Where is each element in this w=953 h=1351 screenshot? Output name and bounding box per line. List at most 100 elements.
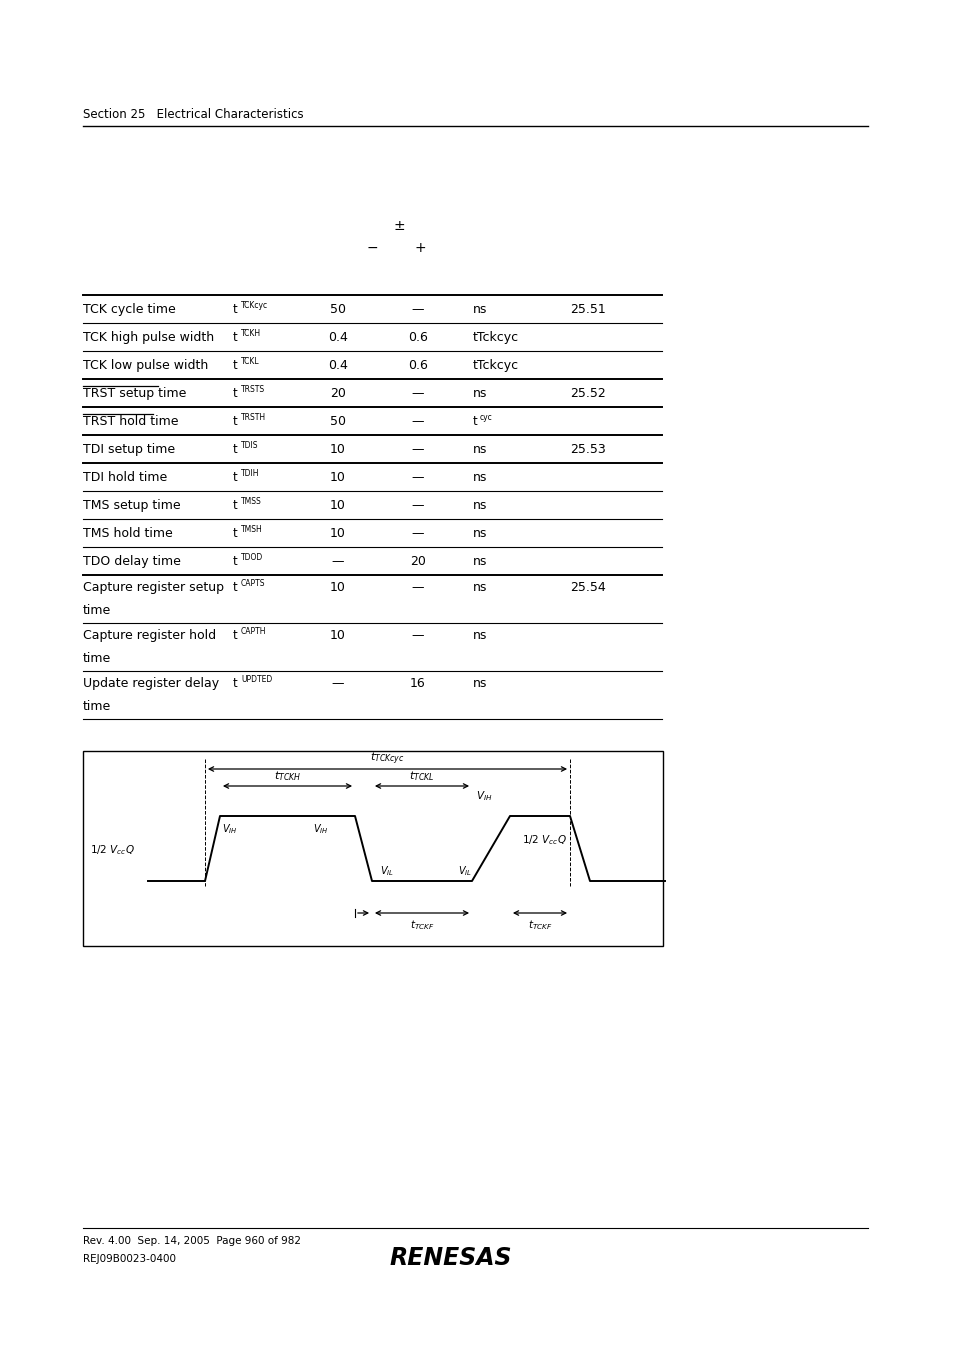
Text: TCK low pulse width: TCK low pulse width [83, 359, 208, 372]
Text: 50: 50 [330, 303, 346, 316]
Text: time: time [83, 651, 112, 665]
Text: TMS setup time: TMS setup time [83, 499, 180, 512]
Text: $V_{IH}$: $V_{IH}$ [476, 789, 492, 802]
Text: CAPTS: CAPTS [241, 580, 265, 589]
Text: ns: ns [473, 555, 487, 567]
Text: TCKH: TCKH [241, 330, 261, 338]
Text: 25.54: 25.54 [569, 581, 605, 594]
Text: RENESAS: RENESAS [390, 1246, 512, 1270]
Text: —: — [332, 677, 344, 690]
Text: —: — [412, 443, 424, 457]
Text: time: time [83, 604, 112, 616]
Text: TMS hold time: TMS hold time [83, 527, 172, 540]
Text: t: t [233, 331, 237, 345]
Text: $t_{TCKF}$: $t_{TCKF}$ [409, 919, 434, 932]
Text: —: — [412, 471, 424, 484]
Text: ns: ns [473, 303, 487, 316]
Text: $t_{TCKF}$: $t_{TCKF}$ [527, 919, 552, 932]
Text: Update register delay: Update register delay [83, 677, 219, 690]
Text: 20: 20 [410, 555, 425, 567]
Text: t: t [233, 555, 237, 567]
Text: Capture register hold: Capture register hold [83, 630, 216, 643]
Text: Rev. 4.00  Sep. 14, 2005  Page 960 of 982: Rev. 4.00 Sep. 14, 2005 Page 960 of 982 [83, 1236, 301, 1246]
Text: ns: ns [473, 471, 487, 484]
Text: —: — [412, 415, 424, 428]
Text: 25.52: 25.52 [569, 386, 605, 400]
Text: TRSTS: TRSTS [241, 385, 265, 394]
Text: time: time [83, 700, 112, 712]
Text: t: t [233, 359, 237, 372]
Text: t: t [233, 581, 237, 594]
Text: t: t [233, 499, 237, 512]
Text: $t_{TCKH}$: $t_{TCKH}$ [274, 769, 301, 782]
Text: tTckcyc: tTckcyc [473, 359, 518, 372]
Text: TDIS: TDIS [241, 440, 258, 450]
Text: $1/2\ V_{cc}Q$: $1/2\ V_{cc}Q$ [90, 843, 134, 858]
Text: t: t [233, 415, 237, 428]
Text: t: t [233, 630, 237, 643]
Text: TCK cycle time: TCK cycle time [83, 303, 175, 316]
Text: 10: 10 [330, 499, 346, 512]
Text: TRSTH: TRSTH [241, 413, 266, 422]
Text: REJ09B0023-0400: REJ09B0023-0400 [83, 1254, 175, 1265]
Text: 10: 10 [330, 527, 346, 540]
Text: 50: 50 [330, 415, 346, 428]
Text: ns: ns [473, 581, 487, 594]
Text: 25.53: 25.53 [569, 443, 605, 457]
Text: UPDTED: UPDTED [241, 676, 272, 685]
Text: ns: ns [473, 630, 487, 643]
Text: $V_{IL}$: $V_{IL}$ [379, 865, 394, 878]
Text: ns: ns [473, 677, 487, 690]
Text: TDOD: TDOD [241, 553, 263, 562]
Text: 0.6: 0.6 [408, 359, 428, 372]
Text: CAPTH: CAPTH [241, 627, 266, 636]
Text: 25.51: 25.51 [569, 303, 605, 316]
Text: t: t [233, 303, 237, 316]
Text: 0.6: 0.6 [408, 331, 428, 345]
Text: t: t [233, 527, 237, 540]
Text: TMSH: TMSH [241, 526, 262, 534]
Text: t: t [233, 443, 237, 457]
Text: 0.4: 0.4 [328, 359, 348, 372]
Text: $1/2\ V_{cc}Q$: $1/2\ V_{cc}Q$ [521, 834, 566, 847]
Text: ns: ns [473, 386, 487, 400]
Text: $V_{IH}$: $V_{IH}$ [222, 823, 237, 836]
Text: 10: 10 [330, 471, 346, 484]
Text: $V_{IL}$: $V_{IL}$ [457, 865, 472, 878]
Text: —: — [412, 303, 424, 316]
Text: TRST setup time: TRST setup time [83, 386, 186, 400]
Bar [83, 751, 662, 946]
Text: —: — [332, 555, 344, 567]
Text: TCKL: TCKL [241, 357, 259, 366]
Text: TCKcyc: TCKcyc [241, 301, 268, 311]
Text: —: — [412, 386, 424, 400]
Text: —: — [412, 630, 424, 643]
Text: 10: 10 [330, 581, 346, 594]
Text: ns: ns [473, 443, 487, 457]
Text: t: t [473, 415, 477, 428]
Text: TDI setup time: TDI setup time [83, 443, 175, 457]
Text: TDO delay time: TDO delay time [83, 555, 181, 567]
Text: 16: 16 [410, 677, 425, 690]
Text: $t_{TCKL}$: $t_{TCKL}$ [409, 769, 435, 782]
Text: ns: ns [473, 527, 487, 540]
Text: 0.4: 0.4 [328, 331, 348, 345]
Text: TCK high pulse width: TCK high pulse width [83, 331, 213, 345]
Text: t: t [233, 471, 237, 484]
Text: TDI hold time: TDI hold time [83, 471, 167, 484]
Text: t: t [233, 677, 237, 690]
Text: cyc: cyc [479, 413, 493, 422]
Text: $V_{IH}$: $V_{IH}$ [313, 823, 328, 836]
Text: Section 25   Electrical Characteristics: Section 25 Electrical Characteristics [83, 108, 303, 122]
Text: Capture register setup: Capture register setup [83, 581, 224, 594]
Text: TMSS: TMSS [241, 497, 261, 507]
Text: —: — [412, 581, 424, 594]
Text: −: − [366, 240, 377, 255]
Text: $t_{TCKcyc}$: $t_{TCKcyc}$ [370, 751, 404, 767]
Text: —: — [412, 499, 424, 512]
Text: ns: ns [473, 499, 487, 512]
Text: 10: 10 [330, 443, 346, 457]
Text: TRST hold time: TRST hold time [83, 415, 178, 428]
Text: t: t [233, 386, 237, 400]
Text: 20: 20 [330, 386, 346, 400]
